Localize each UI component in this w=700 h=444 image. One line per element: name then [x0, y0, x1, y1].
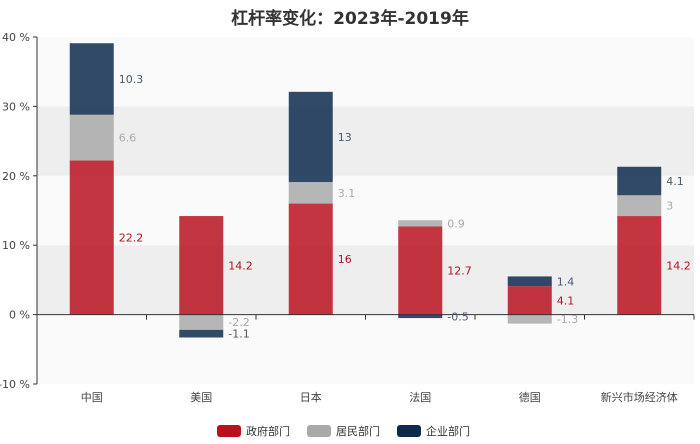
grid-band: [37, 106, 694, 176]
x-tick-label: 新兴市场经济体: [601, 390, 678, 404]
y-tick-label: 40 %: [2, 31, 30, 44]
legend-item-label[interactable]: 居民部门: [336, 424, 380, 438]
bar-segment: [398, 314, 443, 319]
bar-segment: [179, 329, 224, 338]
x-tick-label: 美国: [190, 391, 212, 404]
bar-segment: [288, 203, 333, 315]
bar-segment: [617, 216, 662, 315]
x-tick-label: 中国: [81, 391, 103, 404]
legend-swatch[interactable]: [397, 425, 421, 437]
bar-segment: [288, 182, 333, 204]
y-tick-label: 30 %: [2, 100, 30, 113]
bar-segment: [69, 43, 114, 115]
x-tick-label: 日本: [300, 390, 322, 404]
legend-swatch[interactable]: [217, 425, 241, 437]
data-label: 4.1: [557, 294, 575, 307]
bar-segment: [69, 114, 114, 161]
legend-item-label[interactable]: 政府部门: [246, 424, 290, 438]
data-label: 14.2: [666, 259, 691, 272]
grid-band: [37, 245, 694, 315]
legend-swatch[interactable]: [307, 425, 331, 437]
x-tick-label: 德国: [519, 390, 541, 404]
y-tick-label: 0 %: [9, 309, 30, 322]
y-tick-label: 10 %: [2, 239, 30, 252]
grid-band: [37, 314, 694, 384]
data-label: -0.5: [447, 310, 468, 323]
data-label: 4.1: [666, 175, 684, 188]
grid-band: [37, 175, 694, 246]
bar-segment: [179, 314, 224, 330]
data-label: 10.3: [119, 73, 144, 86]
bar-segment: [398, 226, 443, 315]
data-label: 12.7: [447, 265, 472, 278]
data-label: 3: [666, 200, 673, 213]
data-label: -2.2: [228, 316, 249, 329]
bar-segment: [69, 160, 114, 315]
x-tick-label: 法国: [409, 390, 431, 404]
data-label: 22.2: [119, 232, 144, 245]
data-label: 3.1: [338, 187, 356, 200]
data-label: 16: [338, 253, 352, 266]
bar-segment: [617, 195, 662, 217]
bar-segment: [288, 91, 333, 183]
data-label: -1.3: [557, 313, 578, 326]
legend-item-label[interactable]: 企业部门: [426, 424, 470, 438]
y-tick-label: -10 %: [0, 378, 30, 391]
bar-segment: [617, 166, 662, 196]
y-tick-label: 20 %: [2, 170, 30, 183]
bar-segment: [507, 286, 552, 315]
data-label: 6.6: [119, 132, 137, 145]
grid-band: [37, 37, 694, 107]
data-label: 0.9: [447, 217, 465, 230]
bar-segment: [507, 276, 552, 287]
data-label: 1.4: [557, 275, 575, 288]
bar-segment: [507, 314, 552, 324]
chart-title: 杠杆率变化：2023年-2019年: [231, 9, 469, 29]
bar-segment: [179, 216, 224, 315]
data-label: -1.1: [228, 328, 249, 341]
data-label: 13: [338, 131, 352, 144]
data-label: 14.2: [228, 259, 253, 272]
bar-segment: [398, 220, 443, 227]
